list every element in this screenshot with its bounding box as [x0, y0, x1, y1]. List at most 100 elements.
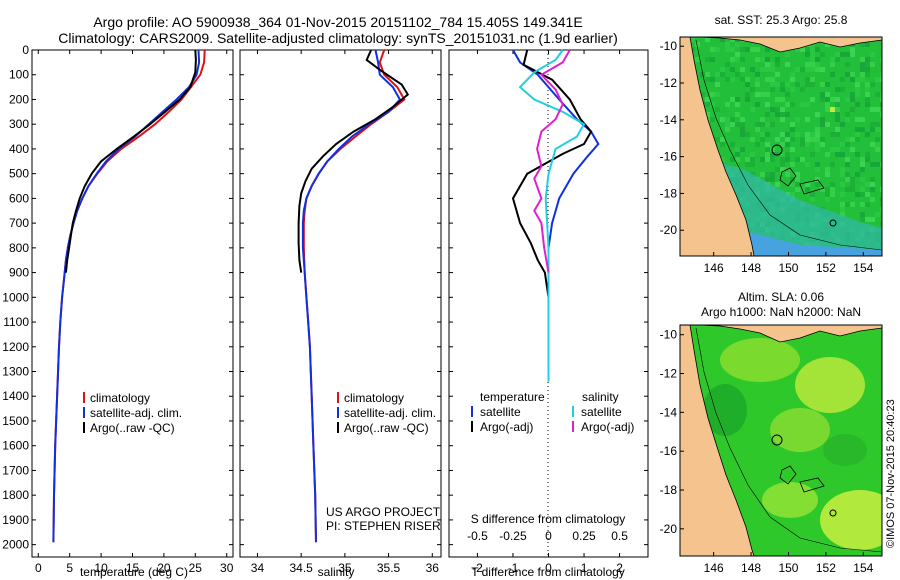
sst-pixel: [880, 207, 882, 212]
sst-pixel: [770, 107, 775, 112]
reef: [799, 179, 825, 195]
difference-legend: temperature satellite Argo(-adj) salinit…: [471, 390, 634, 434]
sst-pixel: [865, 42, 870, 47]
australia-land: [680, 325, 755, 556]
sst-pixel: [880, 102, 882, 107]
sst-pixel: [735, 97, 740, 102]
sst-pixel: [765, 122, 770, 127]
sst-pixel: [800, 142, 805, 147]
depth-tick-label: 300: [9, 117, 29, 131]
sst-pixel: [825, 192, 830, 197]
sst-pixel: [870, 142, 875, 147]
sst-pixel: [855, 137, 860, 142]
sla-map-title-1: Altim. SLA: 0.06: [738, 290, 824, 304]
sst-pixel: [785, 52, 790, 57]
x-tick-label: 35.5: [377, 561, 401, 575]
x-tick-label: 25: [189, 561, 203, 575]
sst-pixel: [765, 152, 770, 157]
sst-pixel: [690, 37, 695, 42]
series-line-s-argo-adj-: [533, 49, 571, 273]
sst-pixel: [820, 82, 825, 87]
sst-pixel: [850, 137, 855, 142]
sst-pixel: [785, 157, 790, 162]
sst-pixel: [705, 72, 710, 77]
sst-pixel: [865, 152, 870, 157]
sst-pixel: [795, 82, 800, 87]
legend-satellite: satellite-adj. clim.: [344, 406, 436, 420]
sst-pixel: [860, 62, 865, 67]
sst-pixel: [755, 122, 760, 127]
sst-pixel: [805, 137, 810, 142]
sst-pixel: [855, 192, 860, 197]
sst-pixel: [815, 132, 820, 137]
australia-land: [680, 37, 755, 256]
sst-pixel: [860, 67, 865, 72]
sst-pixel: [810, 77, 815, 82]
sst-pixel: [745, 77, 750, 82]
sst-pixel: [840, 87, 845, 92]
reef-marker: [829, 509, 837, 517]
sst-pixel: [730, 57, 735, 62]
sst-pixel: [850, 202, 855, 207]
sst-pixel: [840, 172, 845, 177]
sst-pixel: [705, 112, 710, 117]
temperature-xlabel: temperature (deg C): [80, 565, 188, 579]
depth-tick-label: 1500: [2, 414, 29, 428]
sst-pixel: [880, 127, 882, 132]
sst-pixel: [845, 52, 850, 57]
sst-pixel: [765, 92, 770, 97]
reef: [779, 167, 797, 187]
map-x-tick-label: 146: [704, 561, 724, 575]
sst-pixel: [775, 112, 780, 117]
sst-pixel: [850, 187, 855, 192]
isobath: [695, 327, 882, 553]
depth-tick-label: 1200: [2, 340, 29, 354]
map-y-tick-label: -20: [660, 223, 678, 237]
depth-tick-label: 700: [9, 216, 29, 230]
map-x-tick-label: 152: [816, 561, 836, 575]
sst-pixel: [850, 97, 855, 102]
sst-pixel: [780, 132, 785, 137]
sst-pixel: [825, 197, 830, 202]
map-y-tick-label: -18: [660, 483, 678, 497]
sst-pixel: [725, 102, 730, 107]
sst-pixel: [780, 112, 785, 117]
sst-pixel: [875, 77, 880, 82]
sst-pixel: [805, 77, 810, 82]
reef: [779, 465, 797, 485]
x-tick-label: 20: [157, 561, 171, 575]
sst-pixel: [750, 47, 755, 52]
sst-pixel: [770, 122, 775, 127]
sst-pixel: [865, 132, 870, 137]
sst-pixel: [760, 92, 765, 97]
sst-pixel: [790, 127, 795, 132]
map-y-tick-label: -18: [660, 186, 678, 200]
sst-pixel: [770, 87, 775, 92]
sst-pixel: [770, 67, 775, 72]
sst-pixel: [870, 52, 875, 57]
depth-tick-label: 1800: [2, 488, 29, 502]
sst-pixel: [810, 192, 815, 197]
sst-pixel: [700, 92, 705, 97]
sst-pixel: [850, 107, 855, 112]
sst-pixel: [845, 97, 850, 102]
sst-pixel: [735, 152, 740, 157]
sst-pixel: [720, 142, 725, 147]
sst-pixel: [810, 97, 815, 102]
sst-pixel: [825, 122, 830, 127]
sst-pixel: [790, 192, 795, 197]
map-x-tick-label: 148: [741, 261, 761, 275]
sst-pixel: [770, 172, 775, 177]
sst-pixel: [850, 47, 855, 52]
legend-climatology-swatch: [337, 392, 339, 403]
sst-pixel: [740, 132, 745, 137]
legend-t-satellite-swatch: [471, 406, 473, 417]
salinity-plot-frame: [239, 49, 442, 558]
sst-pixel: [870, 127, 875, 132]
sst-pixel: [765, 102, 770, 107]
png-land: [680, 37, 882, 53]
sst-pixel: [795, 117, 800, 122]
sst-pixel: [710, 117, 715, 122]
sst-pixel: [805, 52, 810, 57]
